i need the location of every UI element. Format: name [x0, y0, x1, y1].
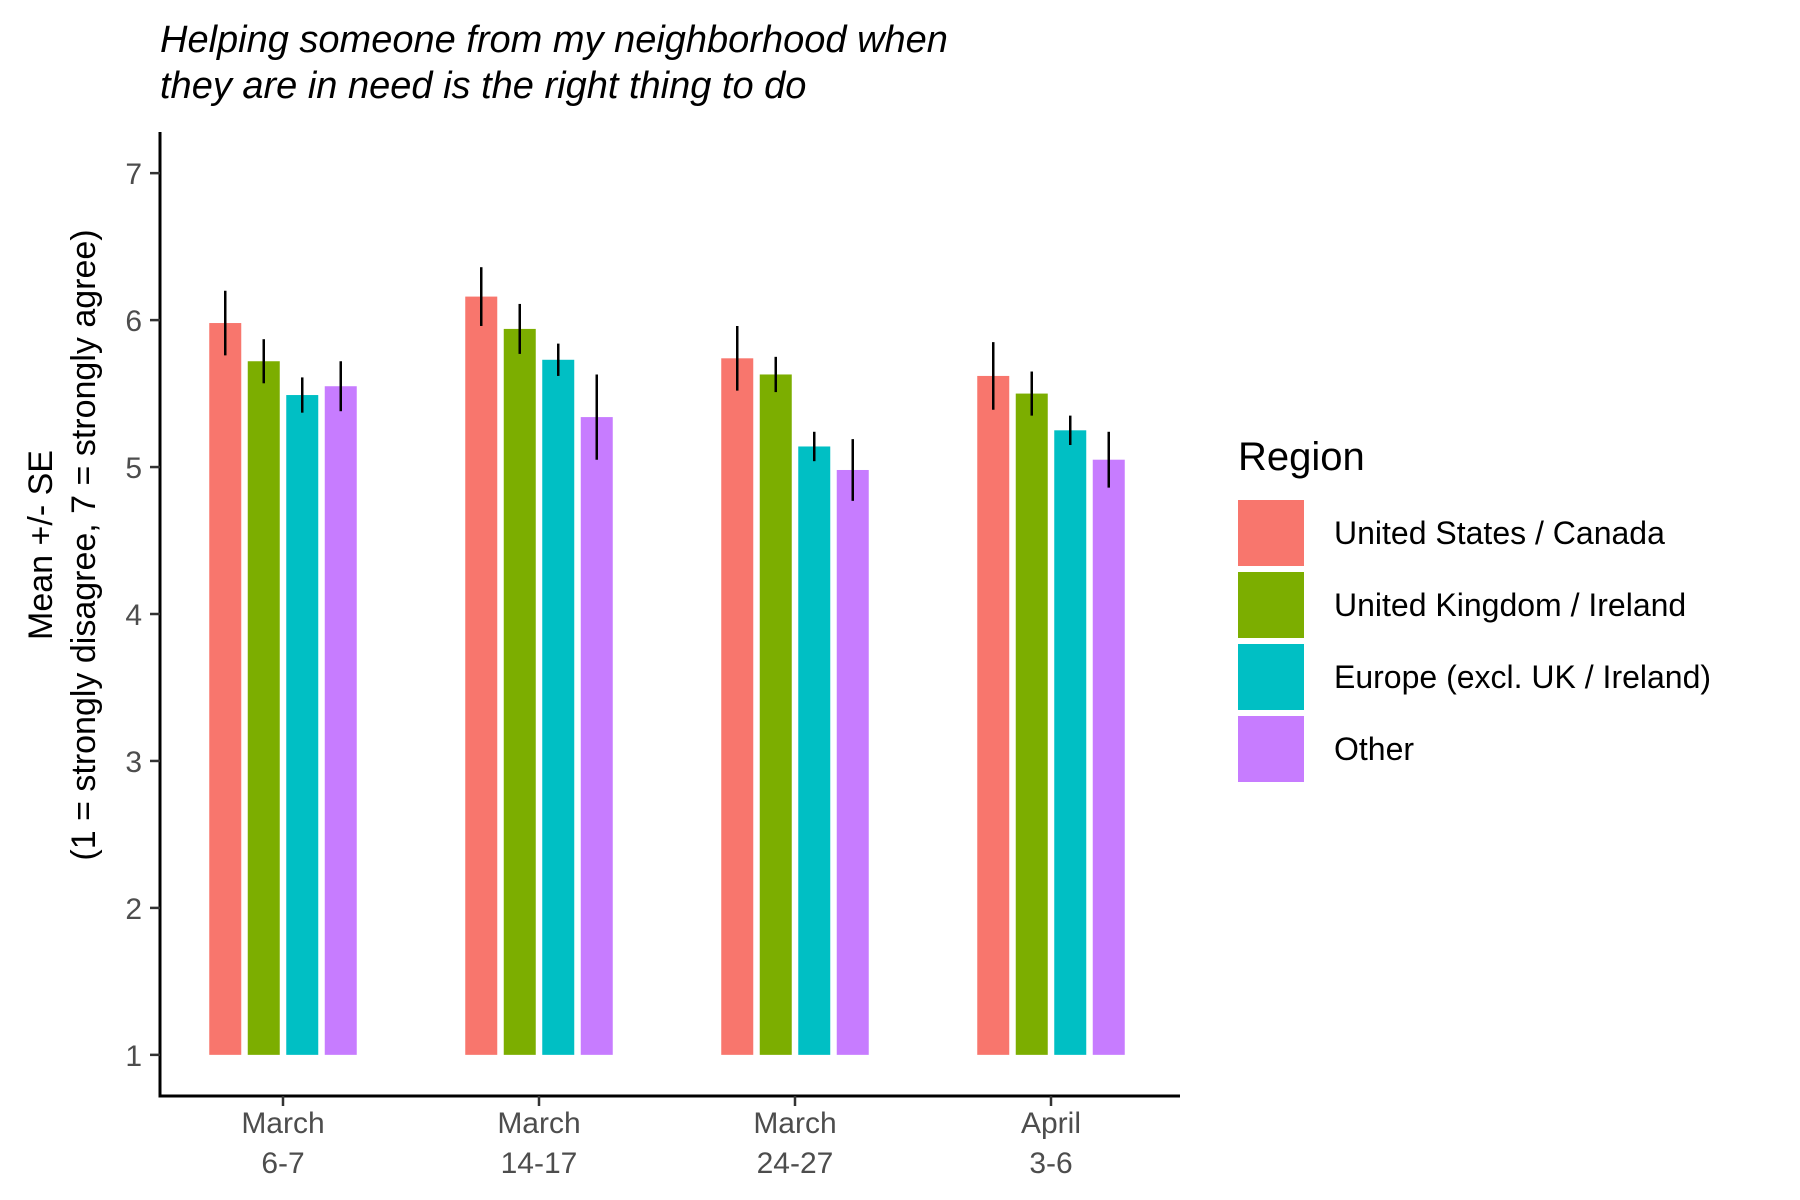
legend-key-2 — [1238, 572, 1304, 638]
bar-4-3 — [836, 469, 869, 1055]
bars-layer — [209, 296, 1125, 1055]
bar-4-4 — [1092, 459, 1125, 1055]
legend-key-4 — [1238, 716, 1304, 782]
y-tick-label-3: 3 — [125, 746, 142, 779]
chart-title-line-1: Helping someone from my neighborhood whe… — [160, 19, 948, 61]
bar-2-3 — [759, 374, 792, 1055]
legend: Region United States / Canada United Kingd… — [1238, 435, 1711, 782]
x-tick-label-1: March 6-7 — [241, 1107, 324, 1180]
bar-3-1 — [286, 395, 319, 1055]
bar-1-2 — [465, 296, 498, 1055]
y-tick-label-6: 6 — [125, 305, 142, 338]
legend-label-4: Other — [1334, 731, 1414, 767]
bar-4-2 — [580, 417, 613, 1055]
legend-label-2: United Kingdom / Ireland — [1334, 587, 1686, 623]
y-tick-label-1: 1 — [125, 1040, 142, 1073]
y-tick-label-4: 4 — [125, 599, 142, 632]
chart-title-line-2: they are in need is the right thing to d… — [160, 65, 806, 107]
error-bars-layer — [224, 267, 1110, 501]
legend-key-1 — [1238, 500, 1304, 566]
chart-title: Helping someone from my neighborhood whe… — [160, 19, 948, 107]
bar-2-4 — [1015, 393, 1048, 1055]
y-axis-title-line-1: Mean +/- SE — [22, 450, 60, 640]
bar-4-1 — [324, 386, 357, 1055]
bar-1-4 — [977, 375, 1010, 1055]
bar-3-4 — [1054, 430, 1087, 1055]
axes-layer: 1 2 3 4 5 6 7 March 6-7 March 14-17 March 24-27 April… — [125, 132, 1180, 1180]
legend-label-1: United States / Canada — [1334, 515, 1665, 551]
legend-key-3 — [1238, 644, 1304, 710]
bar-3-2 — [542, 359, 575, 1055]
x-tick-label-3: March 24-27 — [753, 1107, 836, 1180]
legend-title: Region — [1238, 435, 1365, 479]
y-axis-title: Mean +/- SE (1 = strongly disagree, 7 = … — [22, 229, 103, 860]
y-tick-label-2: 2 — [125, 893, 142, 926]
bar-2-1 — [247, 361, 280, 1055]
bar-1-1 — [209, 323, 242, 1055]
x-tick-label-2: March 14-17 — [497, 1107, 580, 1180]
y-tick-label-5: 5 — [125, 452, 142, 485]
x-tick-label-4: April 3-6 — [1021, 1107, 1081, 1180]
legend-label-3: Europe (excl. UK / Ireland) — [1334, 659, 1711, 695]
y-tick-label-7: 7 — [125, 158, 142, 191]
y-axis-title-line-2: (1 = strongly disagree, 7 = strongly agr… — [65, 229, 103, 860]
bar-1-3 — [721, 358, 754, 1055]
bar-2-2 — [503, 328, 536, 1055]
bar-3-3 — [798, 446, 831, 1055]
